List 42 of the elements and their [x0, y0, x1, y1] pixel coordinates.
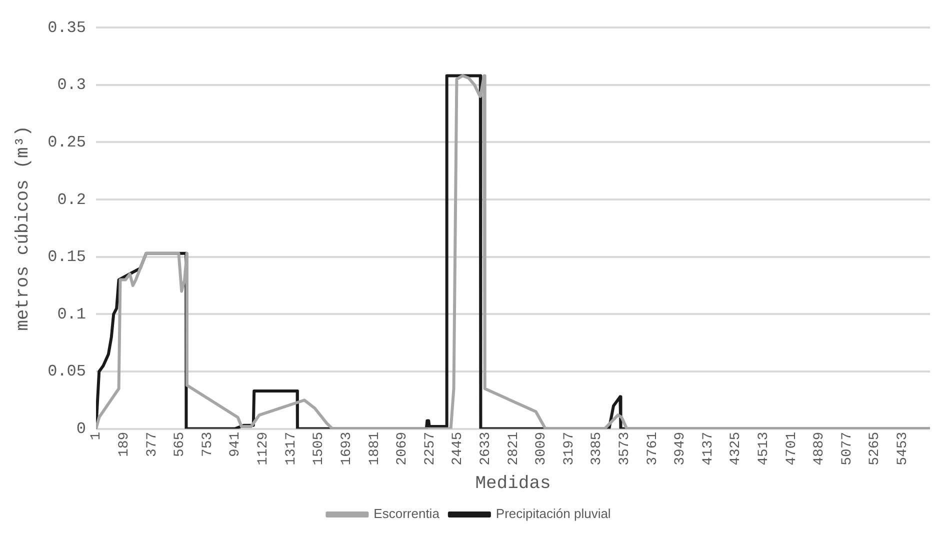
x-tick-label: 4325: [728, 432, 744, 466]
y-tick-label: 0.15: [48, 248, 86, 266]
x-tick-label: 3573: [617, 432, 633, 466]
x-tick-label: 4137: [700, 432, 716, 466]
x-tick-label: 1317: [283, 432, 300, 466]
x-tick-label: 5265: [867, 432, 884, 466]
x-tick-label: 753: [200, 432, 216, 458]
y-tick-label: 0: [76, 420, 86, 438]
y-tick-label: 0.1: [57, 305, 86, 324]
x-tick-label: 941: [228, 432, 244, 458]
x-tick-label: 4889: [812, 432, 828, 466]
x-tick-label: 565: [172, 432, 188, 458]
x-tick-label: 2445: [450, 432, 466, 466]
x-tick-label: 4701: [784, 432, 800, 466]
x-tick-label: 3009: [534, 432, 550, 466]
legend-label: Escorrentia: [374, 506, 440, 522]
y-tick-label: 0.2: [57, 190, 86, 209]
y-tick-label: 0.35: [48, 18, 86, 37]
x-tick-label: 3385: [589, 432, 606, 466]
x-tick-label: 2633: [478, 432, 494, 466]
x-tick-label: 4513: [756, 432, 772, 466]
y-tick-label: 0.3: [57, 76, 86, 94]
x-axis-title: Medidas: [475, 474, 551, 494]
y-tick-label: 0.05: [48, 362, 86, 381]
x-tick-label: 1505: [311, 432, 328, 466]
x-tick-label: 189: [116, 432, 133, 458]
x-tick-label: 377: [144, 432, 160, 458]
x-tick-label: 2069: [394, 432, 411, 466]
x-tick-label: 3761: [644, 432, 661, 466]
legend-label: Precipitación pluvial: [496, 506, 611, 522]
x-tick-label: 5453: [895, 432, 912, 466]
x-tick-label: 1693: [338, 432, 355, 466]
x-tick-label: 1881: [366, 432, 383, 466]
x-tick-label: 5077: [839, 432, 856, 466]
x-tick-label: 2257: [422, 432, 438, 466]
x-tick-label: 1129: [256, 432, 272, 466]
y-axis-title: metros cúbicos (m³): [14, 126, 34, 331]
x-tick-label: 1: [88, 432, 105, 440]
x-tick-label: 2821: [506, 432, 522, 466]
y-tick-label: 0.25: [48, 133, 86, 152]
x-tick-label: 3197: [561, 432, 578, 466]
x-tick-label: 3949: [672, 432, 689, 466]
